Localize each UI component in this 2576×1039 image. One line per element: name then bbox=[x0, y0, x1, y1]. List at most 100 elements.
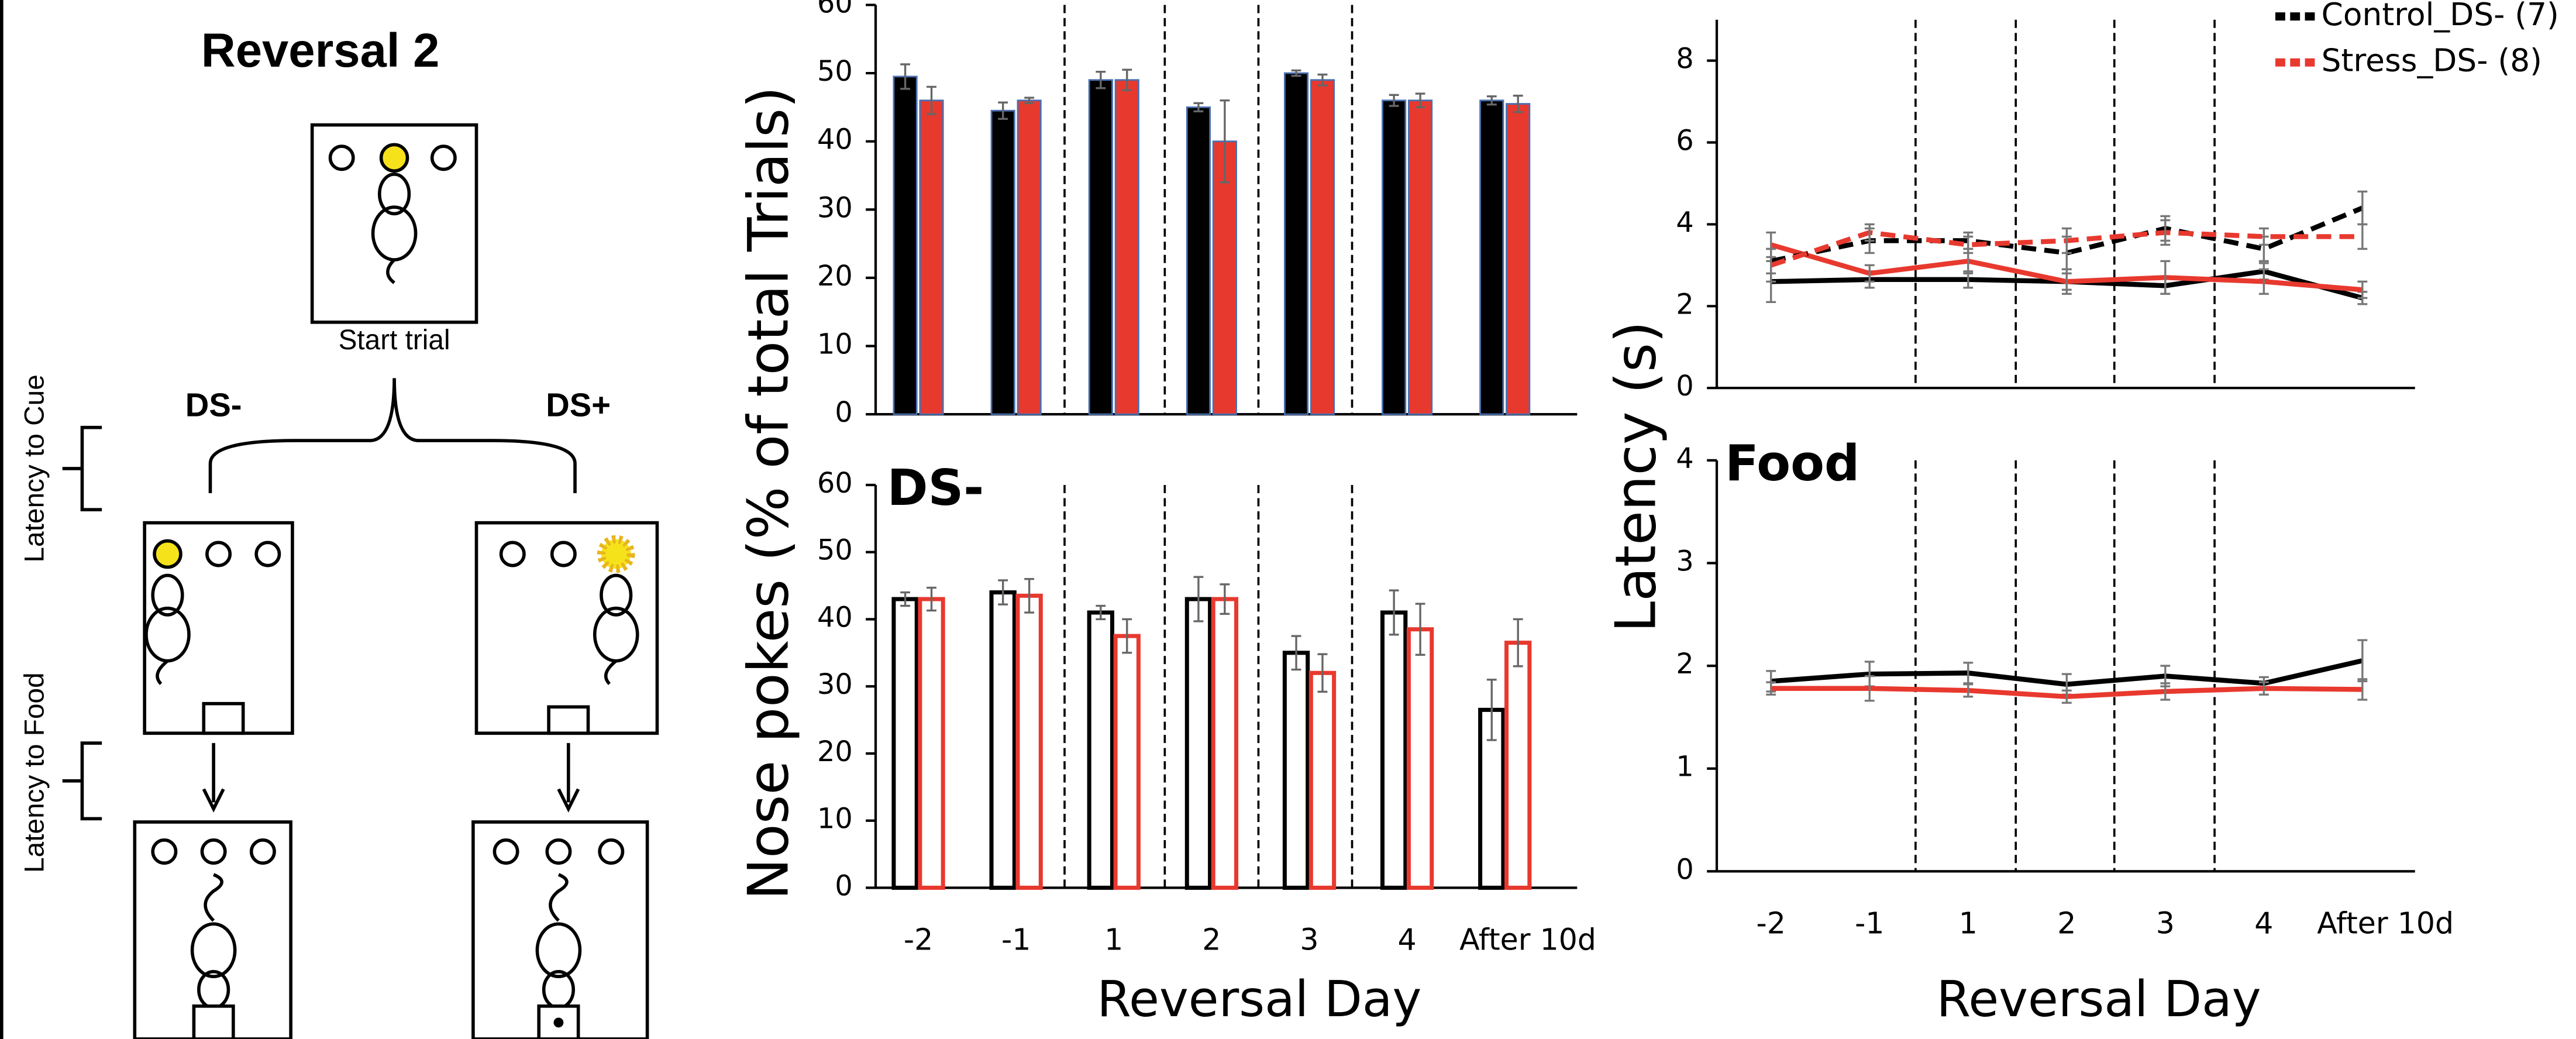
error-bar bbox=[927, 85, 936, 115]
y-tick-label: 50 bbox=[817, 535, 853, 567]
error-bar bbox=[2160, 682, 2171, 701]
food-cup bbox=[202, 701, 245, 735]
port bbox=[430, 145, 457, 171]
start-label: Start trial bbox=[339, 325, 450, 356]
y-tick-label: 0 bbox=[1676, 854, 1693, 886]
error-bar bbox=[2357, 223, 2368, 250]
y-tick-label: 6 bbox=[1676, 125, 1693, 157]
error-bar bbox=[1317, 653, 1328, 693]
bar bbox=[989, 590, 1017, 890]
error-bar bbox=[1389, 589, 1399, 636]
bar bbox=[1282, 651, 1310, 890]
bar bbox=[1211, 597, 1239, 890]
bar bbox=[1017, 99, 1042, 415]
error-bar bbox=[1864, 264, 1875, 283]
x-tick-label: -2 bbox=[904, 923, 933, 957]
y-tick-label: 20 bbox=[817, 260, 853, 293]
port bbox=[545, 838, 572, 865]
mouse bbox=[535, 922, 582, 979]
bar bbox=[1382, 99, 1407, 415]
x-axis-title: Reversal Day bbox=[1097, 971, 1421, 1028]
chart-title: Food bbox=[1725, 435, 1859, 492]
error-bar bbox=[1024, 577, 1035, 614]
bar bbox=[1380, 610, 1408, 890]
box bbox=[471, 820, 649, 1039]
error-bar bbox=[2258, 227, 2269, 246]
bar bbox=[1506, 103, 1531, 415]
error-bar bbox=[900, 63, 911, 90]
error-bar bbox=[1122, 618, 1132, 654]
error-bar bbox=[900, 591, 911, 607]
error-bar bbox=[1513, 618, 1523, 668]
y-axis-title: Latency (s) bbox=[1603, 321, 1668, 632]
port-lit bbox=[153, 539, 182, 569]
bar bbox=[891, 597, 919, 890]
port bbox=[499, 541, 526, 567]
food-cup bbox=[547, 705, 590, 735]
x-tick-label: -2 bbox=[1757, 906, 1786, 941]
port bbox=[249, 838, 276, 865]
error-bar bbox=[2061, 689, 2072, 704]
x-tick-label: 4 bbox=[1398, 923, 1417, 957]
error-bar bbox=[1193, 576, 1204, 622]
y-tick-label: 4 bbox=[1676, 207, 1693, 239]
error-bar bbox=[1486, 679, 1497, 741]
y-tick-label: 60 bbox=[817, 467, 853, 500]
error-bar bbox=[1963, 683, 1974, 698]
branch-label: DS+ bbox=[546, 387, 611, 424]
x-tick-label: After 10d bbox=[2317, 906, 2454, 941]
mouse bbox=[600, 573, 633, 617]
bracket bbox=[62, 425, 102, 511]
bar bbox=[1114, 79, 1139, 415]
error-bar bbox=[998, 101, 1008, 120]
error-bar bbox=[927, 586, 936, 612]
error-bar bbox=[1220, 99, 1230, 184]
error-bar bbox=[2258, 268, 2269, 295]
mouse bbox=[151, 573, 184, 617]
error-bar bbox=[1122, 68, 1132, 91]
error-bar bbox=[2357, 678, 2368, 701]
error-bar bbox=[998, 579, 1008, 605]
tail bbox=[604, 659, 618, 685]
legend-label: Control_DS- (7) bbox=[2322, 0, 2559, 33]
error-bar bbox=[1766, 681, 1776, 696]
x-tick-label: 2 bbox=[2057, 906, 2076, 941]
pellet bbox=[553, 1017, 564, 1028]
error-bar bbox=[1766, 247, 1776, 283]
bar bbox=[1087, 610, 1114, 890]
error-bar bbox=[1513, 94, 1523, 113]
x-tick-label: 4 bbox=[2254, 906, 2273, 941]
latency-label: Latency to Food bbox=[19, 672, 50, 873]
chart-title: DS- bbox=[887, 459, 984, 517]
y-tick-label: 40 bbox=[817, 601, 853, 634]
y-tick-label: 10 bbox=[817, 803, 853, 835]
tail bbox=[549, 873, 569, 922]
y-tick-label: 40 bbox=[817, 124, 853, 156]
y-tick-label: 10 bbox=[817, 329, 853, 361]
error-bar bbox=[1415, 92, 1425, 109]
port bbox=[328, 145, 355, 171]
bar bbox=[1408, 99, 1433, 415]
arrow bbox=[202, 743, 225, 813]
tail bbox=[204, 873, 223, 922]
x-axis-title: Reversal Day bbox=[1937, 971, 2261, 1028]
y-tick-label: 2 bbox=[1676, 648, 1693, 680]
error-bar bbox=[1024, 97, 1035, 105]
port bbox=[493, 838, 519, 865]
error-bar bbox=[1389, 94, 1399, 107]
error-bar bbox=[1291, 69, 1301, 77]
bar bbox=[1088, 79, 1113, 415]
y-tick-label: 8 bbox=[1676, 43, 1693, 75]
branch bbox=[208, 378, 577, 494]
error-bar bbox=[1096, 71, 1106, 90]
bar bbox=[1308, 670, 1337, 890]
mouse bbox=[377, 173, 411, 216]
bar bbox=[919, 99, 944, 415]
x-tick-label: 1 bbox=[1104, 923, 1123, 957]
error-bar bbox=[1864, 223, 1875, 242]
bar bbox=[1283, 72, 1309, 415]
error-bar bbox=[1317, 73, 1328, 87]
error-bar bbox=[1415, 603, 1425, 656]
tail bbox=[156, 659, 169, 685]
